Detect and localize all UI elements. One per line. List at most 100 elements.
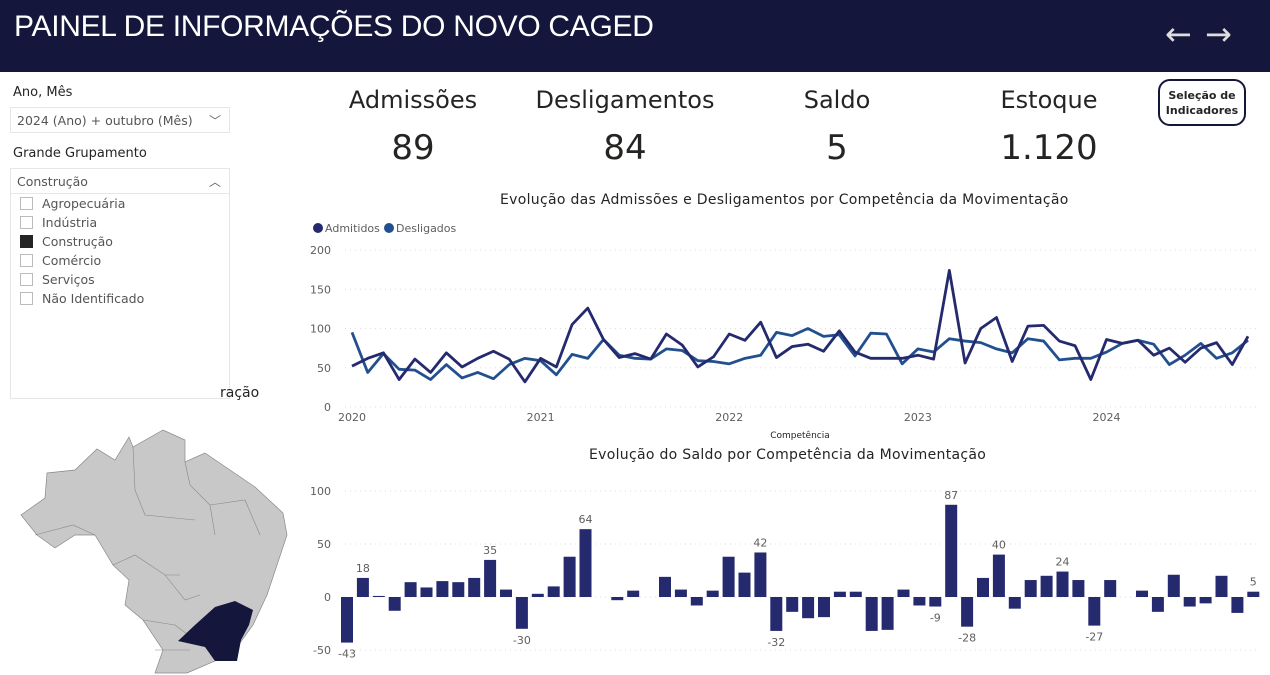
y-tick-label: 100 bbox=[310, 485, 331, 498]
bar bbox=[690, 597, 703, 606]
data-label: 87 bbox=[944, 489, 958, 502]
kpi-label: Estoque bbox=[1000, 86, 1098, 114]
map-borders bbox=[34, 446, 261, 651]
bar bbox=[1056, 571, 1069, 597]
group-option[interactable]: Indústria bbox=[11, 213, 229, 232]
arrow-right-icon[interactable]: → bbox=[1205, 15, 1232, 53]
kpi-card: Admissões 89 bbox=[313, 86, 513, 168]
bar bbox=[388, 597, 401, 611]
checkbox[interactable] bbox=[20, 254, 33, 267]
checkbox[interactable] bbox=[20, 197, 33, 210]
bar bbox=[1008, 597, 1021, 609]
kpi-card: Desligamentos 84 bbox=[525, 86, 725, 168]
period-value: 2024 (Ano) + outubro (Mês) bbox=[17, 113, 193, 128]
bar bbox=[897, 589, 910, 597]
y-tick-label: 0 bbox=[324, 591, 331, 604]
data-label: 35 bbox=[483, 544, 497, 557]
checkbox[interactable] bbox=[20, 273, 33, 286]
kpi-label: Desligamentos bbox=[535, 86, 715, 114]
bar bbox=[849, 591, 862, 597]
brazil-map[interactable] bbox=[15, 425, 295, 675]
map-title: ração bbox=[220, 385, 260, 401]
group-option[interactable]: Não Identificado bbox=[11, 289, 229, 308]
kpi-card: Saldo 5 bbox=[737, 86, 937, 168]
indicator-selection-button[interactable]: Seleção de Indicadores bbox=[1158, 79, 1246, 126]
kpi-label: Admissões bbox=[348, 86, 478, 114]
group-option-label: Comércio bbox=[42, 253, 102, 268]
x-tick-label: 2021 bbox=[527, 411, 555, 424]
bar bbox=[341, 597, 353, 643]
bar bbox=[961, 597, 974, 627]
data-label: -27 bbox=[1085, 631, 1103, 644]
data-label: 42 bbox=[753, 536, 767, 549]
bar bbox=[802, 597, 815, 619]
bar bbox=[1199, 597, 1212, 604]
legend-label: Desligados bbox=[396, 222, 457, 235]
bar bbox=[404, 582, 417, 597]
group-option-label: Indústria bbox=[42, 215, 98, 230]
bar bbox=[1136, 590, 1148, 597]
bar bbox=[754, 552, 767, 597]
group-option[interactable]: Agropecuária bbox=[11, 194, 229, 213]
data-label: 5 bbox=[1250, 576, 1257, 589]
y-tick-label: 100 bbox=[310, 323, 331, 336]
bar bbox=[627, 590, 640, 597]
bar bbox=[1215, 575, 1228, 597]
x-axis-label: Competência bbox=[770, 430, 830, 441]
group-dropdown[interactable]: Construção ︿ bbox=[10, 168, 230, 194]
bar bbox=[611, 597, 624, 601]
bar bbox=[1231, 597, 1244, 613]
period-dropdown[interactable]: 2024 (Ano) + outubro (Mês) ﹀ bbox=[10, 107, 230, 133]
checkbox[interactable] bbox=[20, 235, 33, 248]
bar bbox=[818, 597, 830, 618]
bar bbox=[929, 597, 942, 607]
y-tick-label: 0 bbox=[324, 401, 331, 414]
bar bbox=[945, 504, 958, 597]
group-option[interactable]: Serviços bbox=[11, 270, 229, 289]
indicator-button-line1: Seleção de bbox=[1168, 89, 1236, 102]
minas-gerais-highlight[interactable] bbox=[178, 601, 253, 661]
checkbox[interactable] bbox=[20, 216, 33, 229]
bar bbox=[881, 597, 894, 630]
bar bbox=[1040, 575, 1053, 597]
data-label: -9 bbox=[930, 612, 941, 625]
data-label: 64 bbox=[579, 513, 593, 526]
bar bbox=[1024, 580, 1037, 597]
bar bbox=[372, 595, 385, 597]
kpi-card: Estoque 1.120 bbox=[949, 86, 1149, 168]
group-value: Construção bbox=[17, 174, 88, 189]
bar bbox=[500, 589, 512, 597]
bar-chart: -50 0 50 100 -43 18 35 -30 64 42 -32 -9 87 -28 40 24 -27… bbox=[310, 485, 1260, 661]
chevron-up-icon: ︿ bbox=[208, 175, 221, 189]
bar bbox=[977, 577, 989, 597]
period-filter-label: Ano, Mês bbox=[13, 85, 73, 100]
bar bbox=[484, 559, 497, 597]
bar bbox=[563, 556, 576, 597]
checkbox[interactable] bbox=[20, 292, 33, 305]
bar bbox=[659, 576, 671, 597]
bar bbox=[1167, 574, 1180, 597]
x-tick-label: 2020 bbox=[338, 411, 366, 424]
bar bbox=[1104, 580, 1117, 597]
bar bbox=[722, 556, 735, 597]
group-option-label: Construção bbox=[42, 234, 113, 249]
bar-chart-title: Evolução do Saldo por Competência da Mov… bbox=[589, 447, 987, 463]
bar bbox=[1247, 591, 1260, 597]
y-tick-label: -50 bbox=[313, 644, 331, 657]
arrow-left-icon[interactable]: ← bbox=[1165, 15, 1192, 53]
bar bbox=[786, 597, 799, 612]
map-brazil-states[interactable] bbox=[20, 429, 288, 674]
bar bbox=[674, 589, 687, 597]
group-option[interactable]: Comércio bbox=[11, 251, 229, 270]
group-option[interactable]: Construção bbox=[11, 232, 229, 251]
header-bar: PAINEL DE INFORMAÇÕES DO NOVO CAGED ← → bbox=[0, 0, 1270, 72]
page-title: PAINEL DE INFORMAÇÕES DO NOVO CAGED bbox=[14, 10, 654, 43]
bar bbox=[356, 577, 369, 597]
bar bbox=[579, 529, 592, 597]
data-label: -28 bbox=[958, 632, 976, 645]
chevron-down-icon: ﹀ bbox=[208, 114, 221, 128]
y-tick-label: 150 bbox=[310, 283, 331, 296]
bar bbox=[1183, 597, 1196, 607]
group-filter-label: Grande Grupamento bbox=[13, 146, 147, 161]
group-option-label: Não Identificado bbox=[42, 291, 145, 306]
